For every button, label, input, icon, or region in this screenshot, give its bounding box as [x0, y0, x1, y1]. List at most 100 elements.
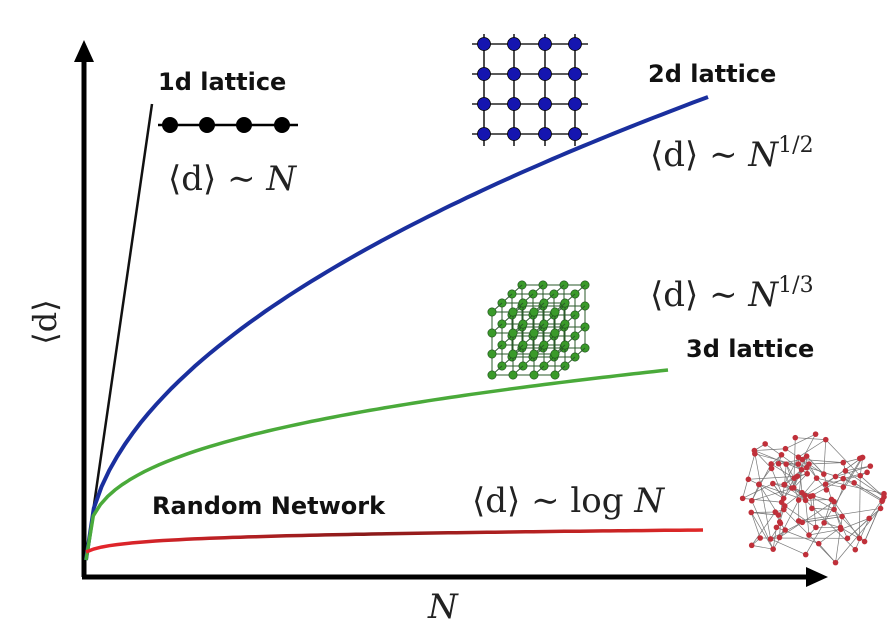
lattice-3d-node: [508, 328, 518, 338]
lattice-3d-icon: [487, 280, 590, 380]
random-network-node: [745, 476, 752, 483]
lattice-3d-node: [508, 370, 518, 380]
random-network-node: [756, 481, 762, 488]
series-lines: [84, 95, 709, 561]
lattice-2d-node: [568, 127, 582, 141]
random-network-node: [782, 445, 789, 452]
random-network-edge: [771, 468, 785, 499]
random-network-node: [813, 475, 820, 481]
random-network-node: [804, 470, 810, 477]
random-network-edge: [853, 482, 883, 501]
random-network-node: [748, 497, 755, 504]
lattice-3d-node: [487, 328, 497, 338]
random-network-node: [748, 542, 755, 549]
lattice-3d-node: [508, 307, 518, 317]
random-network-node: [879, 498, 885, 505]
random-network-edge: [816, 477, 885, 495]
random-network-edge: [798, 439, 826, 458]
random-network-edge: [843, 458, 860, 463]
random-network-edge: [751, 512, 779, 516]
random-network-node: [802, 497, 809, 504]
random-network-node: [803, 464, 810, 471]
random-network-edge: [812, 495, 817, 528]
random-network-node: [783, 461, 789, 467]
random-network-node: [781, 503, 788, 509]
lattice-3d-node: [508, 349, 518, 359]
lattice-3d-node: [550, 370, 560, 380]
random-network-edge: [779, 522, 803, 538]
random-network-node: [822, 481, 829, 488]
random-network-node: [857, 472, 864, 479]
random-network-edge: [843, 472, 868, 479]
random-network-edge: [751, 511, 776, 546]
random-network-node: [782, 527, 788, 533]
random-network-node: [770, 546, 776, 552]
y-axis-title: ⟨d⟩: [26, 299, 64, 344]
random-network-node: [777, 520, 784, 527]
label-3d-lattice: 3d lattice: [686, 335, 814, 363]
random-network-edge: [802, 459, 844, 463]
random-network-edge: [843, 478, 883, 502]
lattice-3d-node: [550, 307, 560, 317]
random-network-node: [778, 499, 785, 506]
random-network-edge: [805, 522, 825, 555]
random-network-edge: [798, 469, 802, 501]
lattice-3d-node: [529, 328, 539, 338]
random-network-node: [792, 434, 799, 441]
random-network-node: [773, 524, 780, 531]
random-network-node: [842, 468, 849, 474]
random-network-node: [807, 493, 814, 500]
random-network-edge: [845, 465, 871, 472]
random-network-edge: [783, 484, 806, 501]
lattice-1d-nodes: [162, 117, 290, 133]
lattice-2d-node: [477, 37, 491, 51]
random-network-edge: [859, 475, 861, 539]
lattice-2d-node: [507, 127, 521, 141]
series-line-2d: [84, 95, 709, 561]
random-network-edge: [751, 500, 774, 550]
random-network-edge: [758, 484, 784, 499]
random-network-edge: [818, 527, 841, 544]
random-network-edge: [742, 498, 782, 503]
random-network-node: [840, 475, 847, 482]
axes: [74, 40, 828, 587]
lattice-2d-node: [507, 67, 521, 81]
random-network-node: [823, 487, 830, 493]
random-network-node: [806, 532, 812, 538]
formula-1d: ⟨d⟩ ∼ N: [168, 159, 297, 199]
random-network-node: [802, 492, 808, 499]
formula-2d: ⟨d⟩ ∼ N1/2: [650, 133, 814, 175]
random-network-node: [770, 480, 776, 487]
random-network-node: [822, 436, 829, 443]
random-network-node: [821, 471, 827, 477]
lattice-2d-node: [568, 67, 582, 81]
random-network-edge: [742, 453, 756, 499]
random-network-node: [791, 475, 798, 481]
random-network-node: [799, 519, 806, 526]
lattice-2d-icon: [472, 34, 588, 146]
random-network-node: [775, 512, 782, 518]
lattice-3d-node: [550, 328, 560, 338]
random-network-edge: [843, 457, 862, 488]
random-network-node: [867, 463, 874, 469]
random-network-node: [790, 484, 797, 491]
random-network-node: [809, 505, 815, 512]
lattice-2d-node: [477, 67, 491, 81]
lattice-1d-node: [162, 117, 178, 133]
series-line-1d: [84, 103, 154, 561]
random-network-node: [781, 481, 788, 488]
random-network-node: [840, 459, 847, 466]
random-network-node: [757, 535, 763, 541]
random-network-node: [840, 484, 847, 490]
lattice-2d-node: [568, 37, 582, 51]
random-network-node: [748, 509, 755, 516]
random-network-edge: [854, 518, 870, 550]
lattice-2d-node: [568, 97, 582, 111]
random-network-node: [768, 465, 775, 472]
series-line-random: [85, 528, 704, 554]
lattice-2d-node: [538, 67, 552, 81]
random-network-node: [813, 524, 819, 531]
series-line-3d: [84, 368, 669, 561]
random-network-edge: [802, 459, 817, 479]
